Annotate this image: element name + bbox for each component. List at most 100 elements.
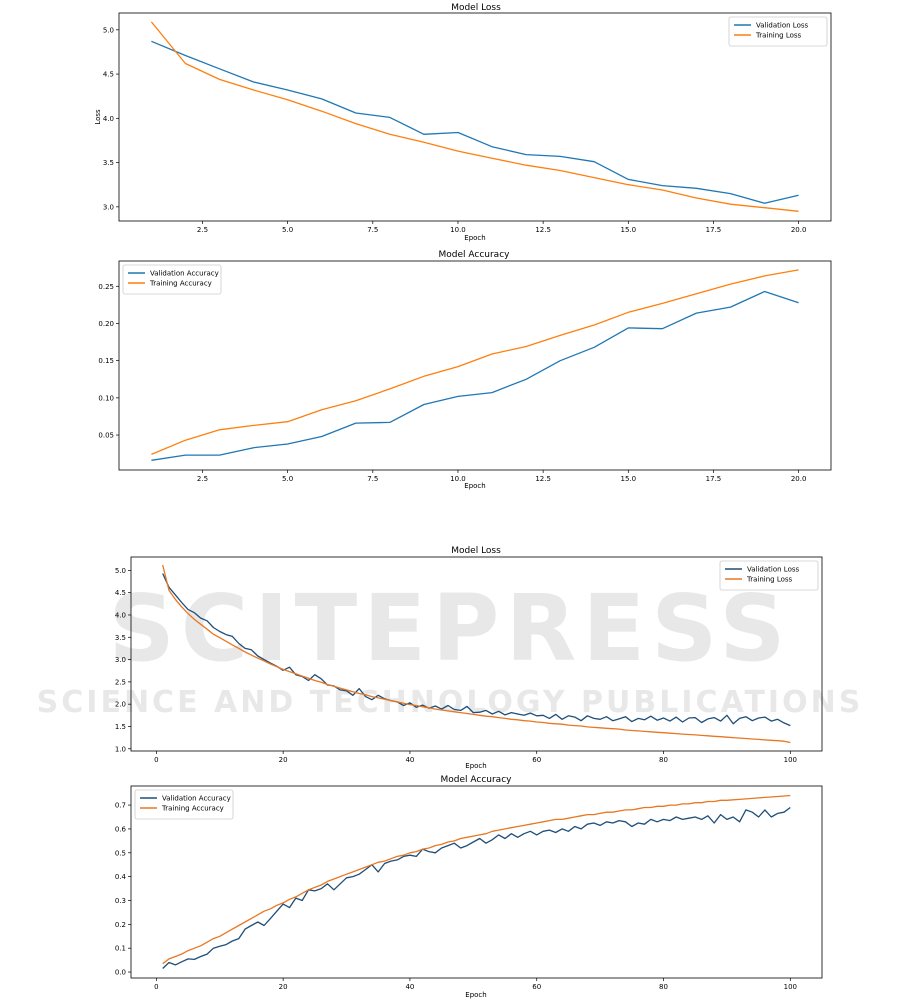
x-tick-label: 10.0 — [450, 226, 466, 234]
validation-accuracy-line — [162, 806, 791, 969]
legend-box — [728, 16, 828, 47]
x-tick-label: 60 — [532, 983, 541, 991]
legend-box — [134, 789, 234, 820]
y-tick-label: 0.25 — [98, 283, 114, 291]
chart-title: Model Loss — [451, 3, 501, 13]
plot-area — [130, 556, 823, 752]
y-tick-label: 0.05 — [98, 432, 114, 440]
x-tick-label: 7.5 — [367, 475, 378, 483]
legend-label: Validation Accuracy — [150, 270, 219, 278]
plot-area — [130, 785, 823, 979]
watermark-main-text: SCITEPRESS — [108, 575, 791, 682]
plot-area — [118, 260, 832, 471]
x-tick-label: 100 — [784, 756, 797, 764]
y-axis-label: Loss — [94, 109, 102, 125]
y-tick-label: 3.5 — [115, 634, 126, 642]
legend-label: Validation Loss — [756, 22, 808, 30]
x-tick-label: 20 — [279, 756, 288, 764]
legend: Validation Loss Training Loss — [719, 560, 819, 591]
watermark: SCITEPRESS SCIENCE AND TECHNOLOGY PUBLIC… — [37, 575, 864, 720]
y-tick-label: 3.0 — [103, 203, 114, 211]
x-axis-label: Epoch — [465, 991, 486, 999]
x-tick-label: 5.0 — [282, 226, 293, 234]
training-accuracy-line — [151, 269, 799, 455]
legend: Validation Loss Training Loss — [728, 16, 828, 47]
y-tick-label: 2.0 — [115, 701, 126, 709]
y-tick-label: 0.4 — [115, 873, 127, 881]
x-tick-label: 2.5 — [197, 226, 208, 234]
legend-label: Training Accuracy — [161, 805, 224, 813]
y-tick-label: 4.5 — [115, 589, 126, 597]
x-tick-label: 17.5 — [706, 226, 722, 234]
x-tick-label: 80 — [659, 756, 668, 764]
x-tick-label: 0 — [154, 756, 158, 764]
y-tick-label: 4.0 — [103, 115, 114, 123]
chart-title: Model Accuracy — [439, 250, 511, 260]
x-tick-label: 15.0 — [621, 226, 637, 234]
legend-label: Training Loss — [746, 576, 793, 584]
validation-loss-line — [162, 573, 791, 727]
y-tick-label: 2.5 — [115, 678, 126, 686]
y-tick-label: 4.0 — [115, 611, 126, 619]
x-tick-label: 12.5 — [535, 475, 551, 483]
x-tick-label: 7.5 — [367, 226, 378, 234]
y-tick-label: 0.15 — [98, 357, 114, 365]
y-tick-label: 0.20 — [98, 320, 114, 328]
chart-title: Model Loss — [451, 546, 501, 556]
legend-label: Validation Loss — [747, 566, 799, 574]
y-tick-label: 0.6 — [115, 825, 127, 833]
x-tick-label: 40 — [405, 756, 414, 764]
x-tick-label: 20 — [279, 983, 288, 991]
y-tick-label: 1.5 — [115, 723, 126, 731]
legend-label: Validation Accuracy — [162, 795, 231, 803]
x-tick-label: 15.0 — [621, 475, 637, 483]
loss-chart-20-epochs: Model Loss 2.5 5.0 7.5 10.0 12.5 15.0 17.5 20.0… — [94, 3, 832, 242]
x-tick-label: 20.0 — [791, 475, 807, 483]
y-tick-label: 0.1 — [115, 945, 126, 953]
x-tick-label: 17.5 — [706, 475, 722, 483]
x-tick-label: 80 — [659, 983, 668, 991]
y-tick-label: 5.0 — [115, 567, 126, 575]
loss-chart-100-epochs: Model Loss 0 20 40 60 80 100 1.0 1.5 2.0 2.5 3.0 3.… — [115, 546, 823, 770]
training-loss-line — [162, 564, 791, 744]
y-tick-label: 0.5 — [115, 849, 126, 857]
plot-area — [118, 12, 832, 222]
y-tick-label: 0.2 — [115, 921, 126, 929]
validation-accuracy-line — [151, 290, 799, 461]
watermark-sub-text: SCIENCE AND TECHNOLOGY PUBLICATIONS — [37, 685, 864, 720]
x-tick-label: 12.5 — [535, 226, 551, 234]
y-tick-label: 5.0 — [103, 26, 114, 34]
x-axis-label: Epoch — [464, 234, 485, 242]
legend-label: Training Loss — [755, 32, 802, 40]
x-tick-label: 60 — [532, 756, 541, 764]
y-tick-label: 3.0 — [115, 656, 126, 664]
y-tick-label: 3.5 — [103, 159, 114, 167]
y-tick-label: 1.0 — [115, 745, 126, 753]
y-tick-label: 4.5 — [103, 71, 114, 79]
x-tick-label: 2.5 — [197, 475, 208, 483]
validation-loss-line — [151, 40, 799, 204]
legend: Validation Accuracy Training Accuracy — [134, 789, 234, 820]
y-tick-label: 0.0 — [115, 969, 126, 977]
legend-box — [719, 560, 819, 591]
x-tick-label: 10.0 — [450, 475, 466, 483]
training-accuracy-line — [162, 794, 791, 965]
legend-box — [122, 264, 222, 295]
x-tick-label: 5.0 — [282, 475, 293, 483]
accuracy-chart-20-epochs: Model Accuracy 2.5 5.0 7.5 10.0 12.5 15.0 17.5… — [98, 250, 832, 490]
chart-title: Model Accuracy — [441, 775, 513, 785]
y-tick-label: 0.10 — [98, 394, 114, 402]
x-tick-label: 100 — [784, 983, 797, 991]
legend: Validation Accuracy Training Accuracy — [122, 264, 222, 295]
x-tick-label: 40 — [405, 983, 414, 991]
x-tick-label: 0 — [154, 983, 158, 991]
x-tick-label: 20.0 — [791, 226, 807, 234]
y-tick-label: 0.7 — [115, 802, 126, 810]
y-tick-label: 0.3 — [115, 897, 126, 905]
x-axis-label: Epoch — [465, 762, 486, 770]
training-loss-line — [150, 21, 799, 212]
accuracy-chart-100-epochs: Model Accuracy 0 20 40 60 80 100 0.0 0.1 0.2 0.3 0… — [115, 775, 823, 999]
x-axis-label: Epoch — [464, 482, 485, 490]
legend-label: Training Accuracy — [149, 280, 212, 288]
